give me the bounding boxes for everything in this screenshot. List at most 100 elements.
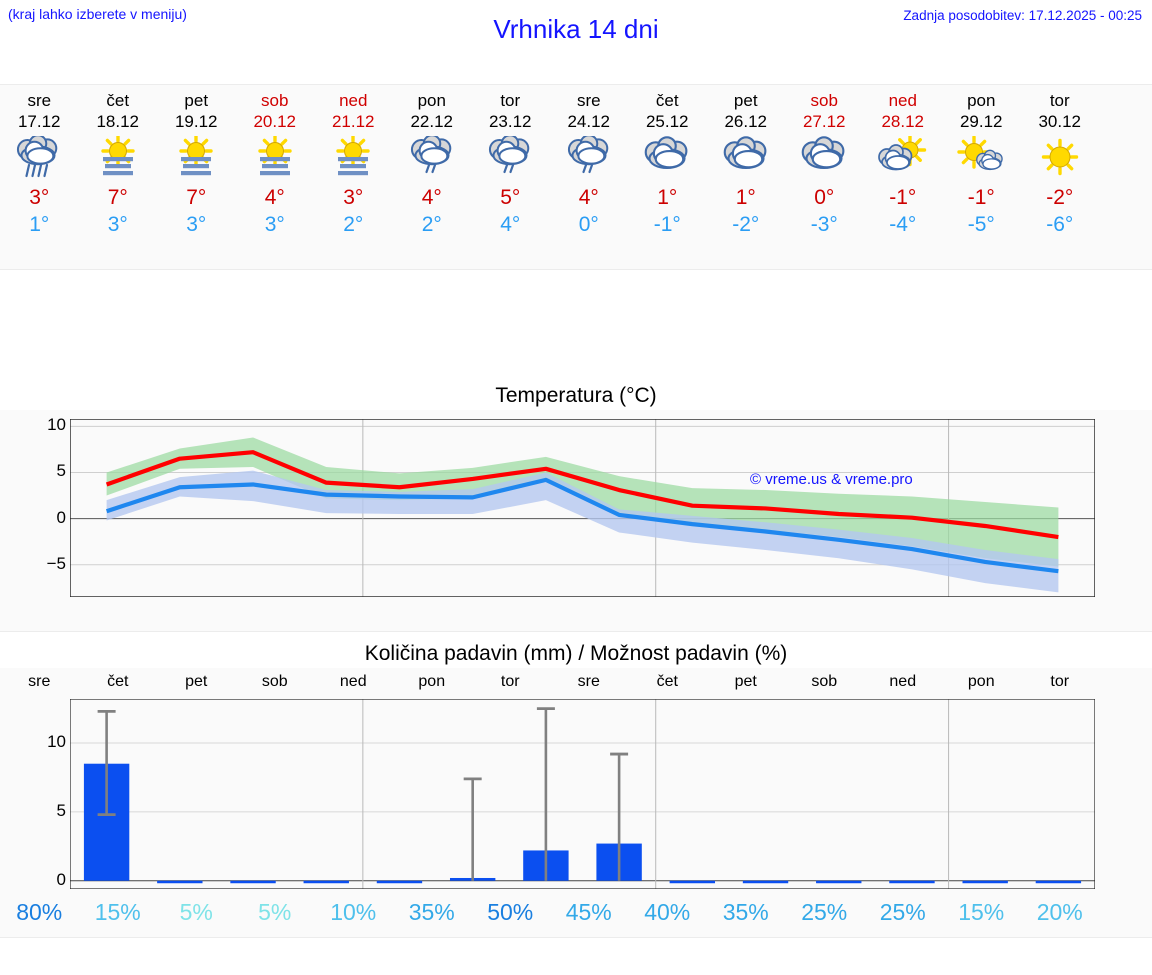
forecast-day-name: ned [339, 91, 368, 110]
forecast-day-date: 17.12 [17, 112, 61, 131]
precipitation-probability-label: 20% [1036, 899, 1083, 925]
precipitation-chart-section: Količina padavin (mm) / Možnost padavin … [0, 640, 1152, 938]
forecast-day-name: ned [888, 91, 917, 110]
cloud-light-rain-icon [401, 134, 463, 182]
sun-fog-icon [165, 134, 227, 182]
precipitation-probability-label: 50% [487, 899, 534, 925]
precipitation-probability-label: 25% [879, 899, 926, 925]
forecast-day-date: 22.12 [410, 112, 454, 131]
forecast-temp-min: 3° [264, 213, 285, 236]
sun-fog-icon [87, 134, 149, 182]
forecast-day-date: 28.12 [881, 112, 925, 131]
precipitation-day-label: čet [656, 673, 678, 690]
precipitation-y-tick-label: 5 [56, 800, 66, 820]
forecast-day-column[interactable]: ned 28.12 -1° -4° [864, 85, 943, 269]
precipitation-probability-label: 25% [801, 899, 848, 925]
precipitation-day-label: pet [734, 673, 757, 690]
forecast-day-date: 26.12 [724, 112, 768, 131]
forecast-temp-max: -1° [967, 186, 995, 209]
forecast-day-column[interactable]: pon 22.12 4° 2° [393, 85, 472, 269]
precipitation-chart-title: Količina padavin (mm) / Možnost padavin … [0, 640, 1152, 668]
temperature-y-tick-label: 10 [47, 415, 66, 435]
forecast-temp-min: -3° [810, 213, 838, 236]
forecast-day-date: 27.12 [802, 112, 846, 131]
precipitation-day-label: tor [1050, 673, 1070, 690]
forecast-temp-max: 0° [814, 186, 835, 209]
forecast-temp-max: 1° [657, 186, 678, 209]
forecast-day-column[interactable]: pet 26.12 1° -2° [707, 85, 786, 269]
forecast-day-column[interactable]: pon 29.12 -1° -5° [942, 85, 1021, 269]
forecast-day-column[interactable]: čet 25.12 1° -1° [628, 85, 707, 269]
forecast-day-name: sob [810, 91, 838, 110]
forecast-temp-min: 2° [343, 213, 364, 236]
forecast-day-column[interactable]: sob 20.12 4° 3° [236, 85, 315, 269]
precipitation-day-label: sob [261, 673, 288, 690]
precipitation-y-tick-label: 10 [47, 732, 66, 752]
forecast-temp-min: -1° [653, 213, 681, 236]
forecast-temp-min: 3° [107, 213, 128, 236]
forecast-day-column[interactable]: tor 23.12 5° 4° [471, 85, 550, 269]
forecast-day-date: 29.12 [959, 112, 1003, 131]
forecast-day-column[interactable]: sre 24.12 4° 0° [550, 85, 629, 269]
precipitation-probability-label: 10% [330, 899, 377, 925]
forecast-temp-min: -5° [967, 213, 995, 236]
forecast-temp-max: 3° [343, 186, 364, 209]
precipitation-probability-row: 80% 15% 5% 5% 10% 35% 50% 45% 40% 35% 25% 25% 15% 20% [0, 899, 1152, 933]
forecast-day-column[interactable]: čet 18.12 7° 3° [79, 85, 158, 269]
temperature-y-tick-label: 0 [56, 507, 66, 527]
forecast-temp-max: 4° [578, 186, 599, 209]
cloud-light-rain-icon [558, 134, 620, 182]
forecast-temp-max: 4° [421, 186, 442, 209]
forecast-day-name: pet [733, 91, 758, 110]
cloud-heavy-rain-icon [8, 134, 70, 182]
temperature-plot-area [70, 419, 1095, 597]
daily-forecast-strip: sre 17.12 3° 1° čet 18.12 7° 3° pet 19.12 7° 3° sob 2… [0, 84, 1152, 270]
temperature-chart-section: Temperatura (°C) © vreme.us & vreme.pro … [0, 382, 1152, 632]
forecast-temp-max: 1° [735, 186, 756, 209]
forecast-day-column[interactable]: sob 27.12 0° -3° [785, 85, 864, 269]
precipitation-day-label: pon [967, 673, 995, 690]
forecast-temp-min: 1° [29, 213, 50, 236]
precipitation-probability-label: 45% [565, 899, 612, 925]
forecast-day-name: čet [106, 91, 130, 110]
forecast-temp-max: -2° [1046, 186, 1074, 209]
precipitation-day-label: sre [28, 673, 51, 690]
forecast-day-name: sre [27, 91, 52, 110]
forecast-day-date: 18.12 [96, 112, 140, 131]
precipitation-day-label: pon [418, 673, 446, 690]
forecast-day-column[interactable]: ned 21.12 3° 2° [314, 85, 393, 269]
forecast-day-date: 30.12 [1038, 112, 1082, 131]
precipitation-day-label: sre [577, 673, 600, 690]
forecast-temp-min: -6° [1046, 213, 1074, 236]
precipitation-probability-label: 5% [179, 899, 213, 925]
cloudy-icon [636, 136, 698, 182]
forecast-temp-max: 7° [186, 186, 207, 209]
forecast-day-name: pet [184, 91, 209, 110]
page-title: Vrhnika 14 dni [493, 14, 659, 44]
menu-hint-text: (kraj lahko izberete v meniju) [8, 6, 187, 22]
forecast-day-name: sob [261, 91, 289, 110]
forecast-day-column[interactable]: tor 30.12 -2° -6° [1021, 85, 1100, 269]
forecast-day-column[interactable]: pet 19.12 7° 3° [157, 85, 236, 269]
precipitation-probability-label: 35% [408, 899, 455, 925]
forecast-temp-max: 4° [264, 186, 285, 209]
forecast-day-name: čet [655, 91, 679, 110]
precipitation-y-tick-label: 0 [56, 869, 66, 889]
temperature-y-tick-label: 5 [56, 461, 66, 481]
sun-icon [1029, 136, 1091, 182]
forecast-temp-max: 7° [107, 186, 128, 209]
forecast-temp-max: 3° [29, 186, 50, 209]
forecast-day-column[interactable]: sre 17.12 3° 1° [0, 85, 79, 269]
precipitation-day-label: čet [107, 673, 129, 690]
forecast-temp-min: 2° [421, 213, 442, 236]
forecast-temp-min: 4° [500, 213, 521, 236]
forecast-temp-min: -4° [889, 213, 917, 236]
sun-fog-icon [244, 134, 306, 182]
forecast-temp-min: -2° [732, 213, 760, 236]
temperature-chart-title: Temperatura (°C) [0, 382, 1152, 410]
forecast-day-name: tor [500, 91, 521, 110]
temperature-y-tick-label: −5 [46, 553, 66, 573]
cloud-light-rain-icon [479, 134, 541, 182]
forecast-day-name: tor [1049, 91, 1070, 110]
precipitation-probability-label: 5% [258, 899, 292, 925]
